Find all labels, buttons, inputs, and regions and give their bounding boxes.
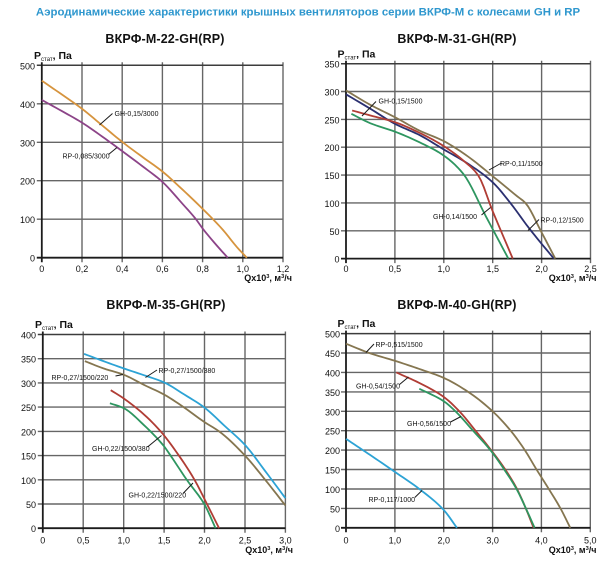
svg-text:2,0: 2,0 (437, 536, 450, 546)
svg-text:450: 450 (325, 349, 340, 359)
svg-text:Qх103, м3/ч: Qх103, м3/ч (245, 545, 293, 555)
svg-text:0,5: 0,5 (77, 536, 90, 546)
svg-text:2,0: 2,0 (198, 536, 211, 546)
svg-text:0: 0 (343, 536, 348, 546)
svg-text:350: 350 (21, 355, 36, 365)
svg-text:1,0: 1,0 (117, 536, 130, 546)
svg-text:250: 250 (21, 403, 36, 413)
svg-text:Pстат, Па: Pстат, Па (338, 49, 376, 62)
svg-text:0,2: 0,2 (76, 264, 89, 274)
svg-text:150: 150 (325, 466, 340, 476)
svg-text:GH-0,15/3000: GH-0,15/3000 (115, 111, 159, 118)
svg-text:300: 300 (21, 379, 36, 389)
svg-text:300: 300 (20, 138, 35, 148)
svg-text:1,0: 1,0 (438, 264, 451, 274)
svg-text:Qх103, м3/ч: Qх103, м3/ч (549, 273, 597, 283)
svg-text:0: 0 (40, 536, 45, 546)
svg-text:0,5: 0,5 (389, 264, 402, 274)
svg-text:500: 500 (325, 330, 340, 340)
svg-text:Pстат, Па: Pстат, Па (338, 318, 376, 331)
svg-text:0,8: 0,8 (196, 264, 209, 274)
svg-text:50: 50 (330, 504, 340, 514)
svg-text:Qх103, м3/ч: Qх103, м3/ч (549, 545, 597, 555)
svg-text:2,0: 2,0 (535, 264, 548, 274)
svg-text:1,5: 1,5 (158, 536, 171, 546)
svg-text:GH-0,56/1500: GH-0,56/1500 (407, 421, 451, 428)
svg-text:1,2: 1,2 (277, 264, 290, 274)
svg-text:GH-0,15/1500: GH-0,15/1500 (379, 99, 423, 106)
svg-text:200: 200 (324, 143, 339, 153)
svg-text:100: 100 (325, 485, 340, 495)
svg-text:0: 0 (334, 255, 339, 265)
svg-text:RP-0,117/1000: RP-0,117/1000 (369, 497, 416, 504)
svg-text:50: 50 (26, 500, 36, 510)
svg-text:0: 0 (343, 264, 348, 274)
svg-text:200: 200 (20, 177, 35, 187)
svg-text:350: 350 (324, 60, 339, 70)
svg-text:5,0: 5,0 (584, 536, 597, 546)
svg-text:200: 200 (21, 427, 36, 437)
svg-text:RP-0,515/1500: RP-0,515/1500 (376, 342, 423, 349)
svg-text:GH-0,14/1500: GH-0,14/1500 (433, 214, 477, 221)
svg-text:GH-0,22/1500/220: GH-0,22/1500/220 (129, 493, 187, 500)
svg-text:100: 100 (20, 215, 35, 225)
svg-text:RP-0,085/3000: RP-0,085/3000 (63, 154, 110, 161)
svg-text:4,0: 4,0 (535, 536, 548, 546)
svg-text:150: 150 (21, 452, 36, 462)
svg-text:250: 250 (325, 427, 340, 437)
svg-text:1,0: 1,0 (237, 264, 250, 274)
svg-text:1,0: 1,0 (389, 536, 402, 546)
svg-text:Pстат, Па: Pстат, Па (35, 319, 73, 332)
svg-text:0: 0 (30, 254, 35, 264)
svg-text:ВКРФ-М-40-GH(RP): ВКРФ-М-40-GH(RP) (397, 298, 516, 312)
svg-text:Аэродинамические характеристик: Аэродинамические характеристики крышных … (36, 7, 581, 19)
svg-text:500: 500 (20, 61, 35, 71)
svg-text:Pстат, Па: Pстат, Па (34, 50, 72, 63)
svg-text:100: 100 (324, 199, 339, 209)
svg-text:0: 0 (39, 264, 44, 274)
svg-text:400: 400 (21, 331, 36, 341)
svg-text:3,0: 3,0 (486, 536, 499, 546)
svg-text:1,5: 1,5 (486, 264, 499, 274)
svg-text:ВКРФ-М-35-GH(RP): ВКРФ-М-35-GH(RP) (106, 298, 225, 312)
svg-text:300: 300 (325, 407, 340, 417)
svg-text:350: 350 (325, 388, 340, 398)
svg-text:RP-0,12/1500: RP-0,12/1500 (541, 218, 584, 225)
svg-text:RP-0,27/1500/220: RP-0,27/1500/220 (52, 375, 109, 382)
svg-text:300: 300 (324, 88, 339, 98)
svg-text:0,6: 0,6 (156, 264, 169, 274)
svg-text:150: 150 (324, 171, 339, 181)
svg-text:2,5: 2,5 (239, 536, 252, 546)
svg-text:3,0: 3,0 (279, 536, 292, 546)
svg-text:0,4: 0,4 (116, 264, 129, 274)
svg-text:400: 400 (20, 100, 35, 110)
svg-text:400: 400 (325, 368, 340, 378)
svg-text:GH-0,54/1500: GH-0,54/1500 (356, 384, 400, 391)
svg-text:50: 50 (329, 227, 339, 237)
svg-text:RP-0,11/1500: RP-0,11/1500 (500, 161, 543, 168)
svg-text:0: 0 (31, 524, 36, 534)
svg-text:RP-0,27/1500/380: RP-0,27/1500/380 (159, 368, 216, 375)
svg-text:250: 250 (324, 115, 339, 125)
svg-text:2,5: 2,5 (584, 264, 597, 274)
svg-text:100: 100 (21, 476, 36, 486)
svg-text:ВКРФ-М-22-GH(RP): ВКРФ-М-22-GH(RP) (105, 32, 224, 46)
svg-text:200: 200 (325, 446, 340, 456)
svg-text:Qх103, м3/ч: Qх103, м3/ч (244, 273, 292, 283)
svg-text:GH-0,22/1500/380: GH-0,22/1500/380 (92, 446, 150, 453)
svg-text:0: 0 (335, 524, 340, 534)
svg-text:ВКРФ-М-31-GH(RP): ВКРФ-М-31-GH(RP) (397, 32, 516, 46)
